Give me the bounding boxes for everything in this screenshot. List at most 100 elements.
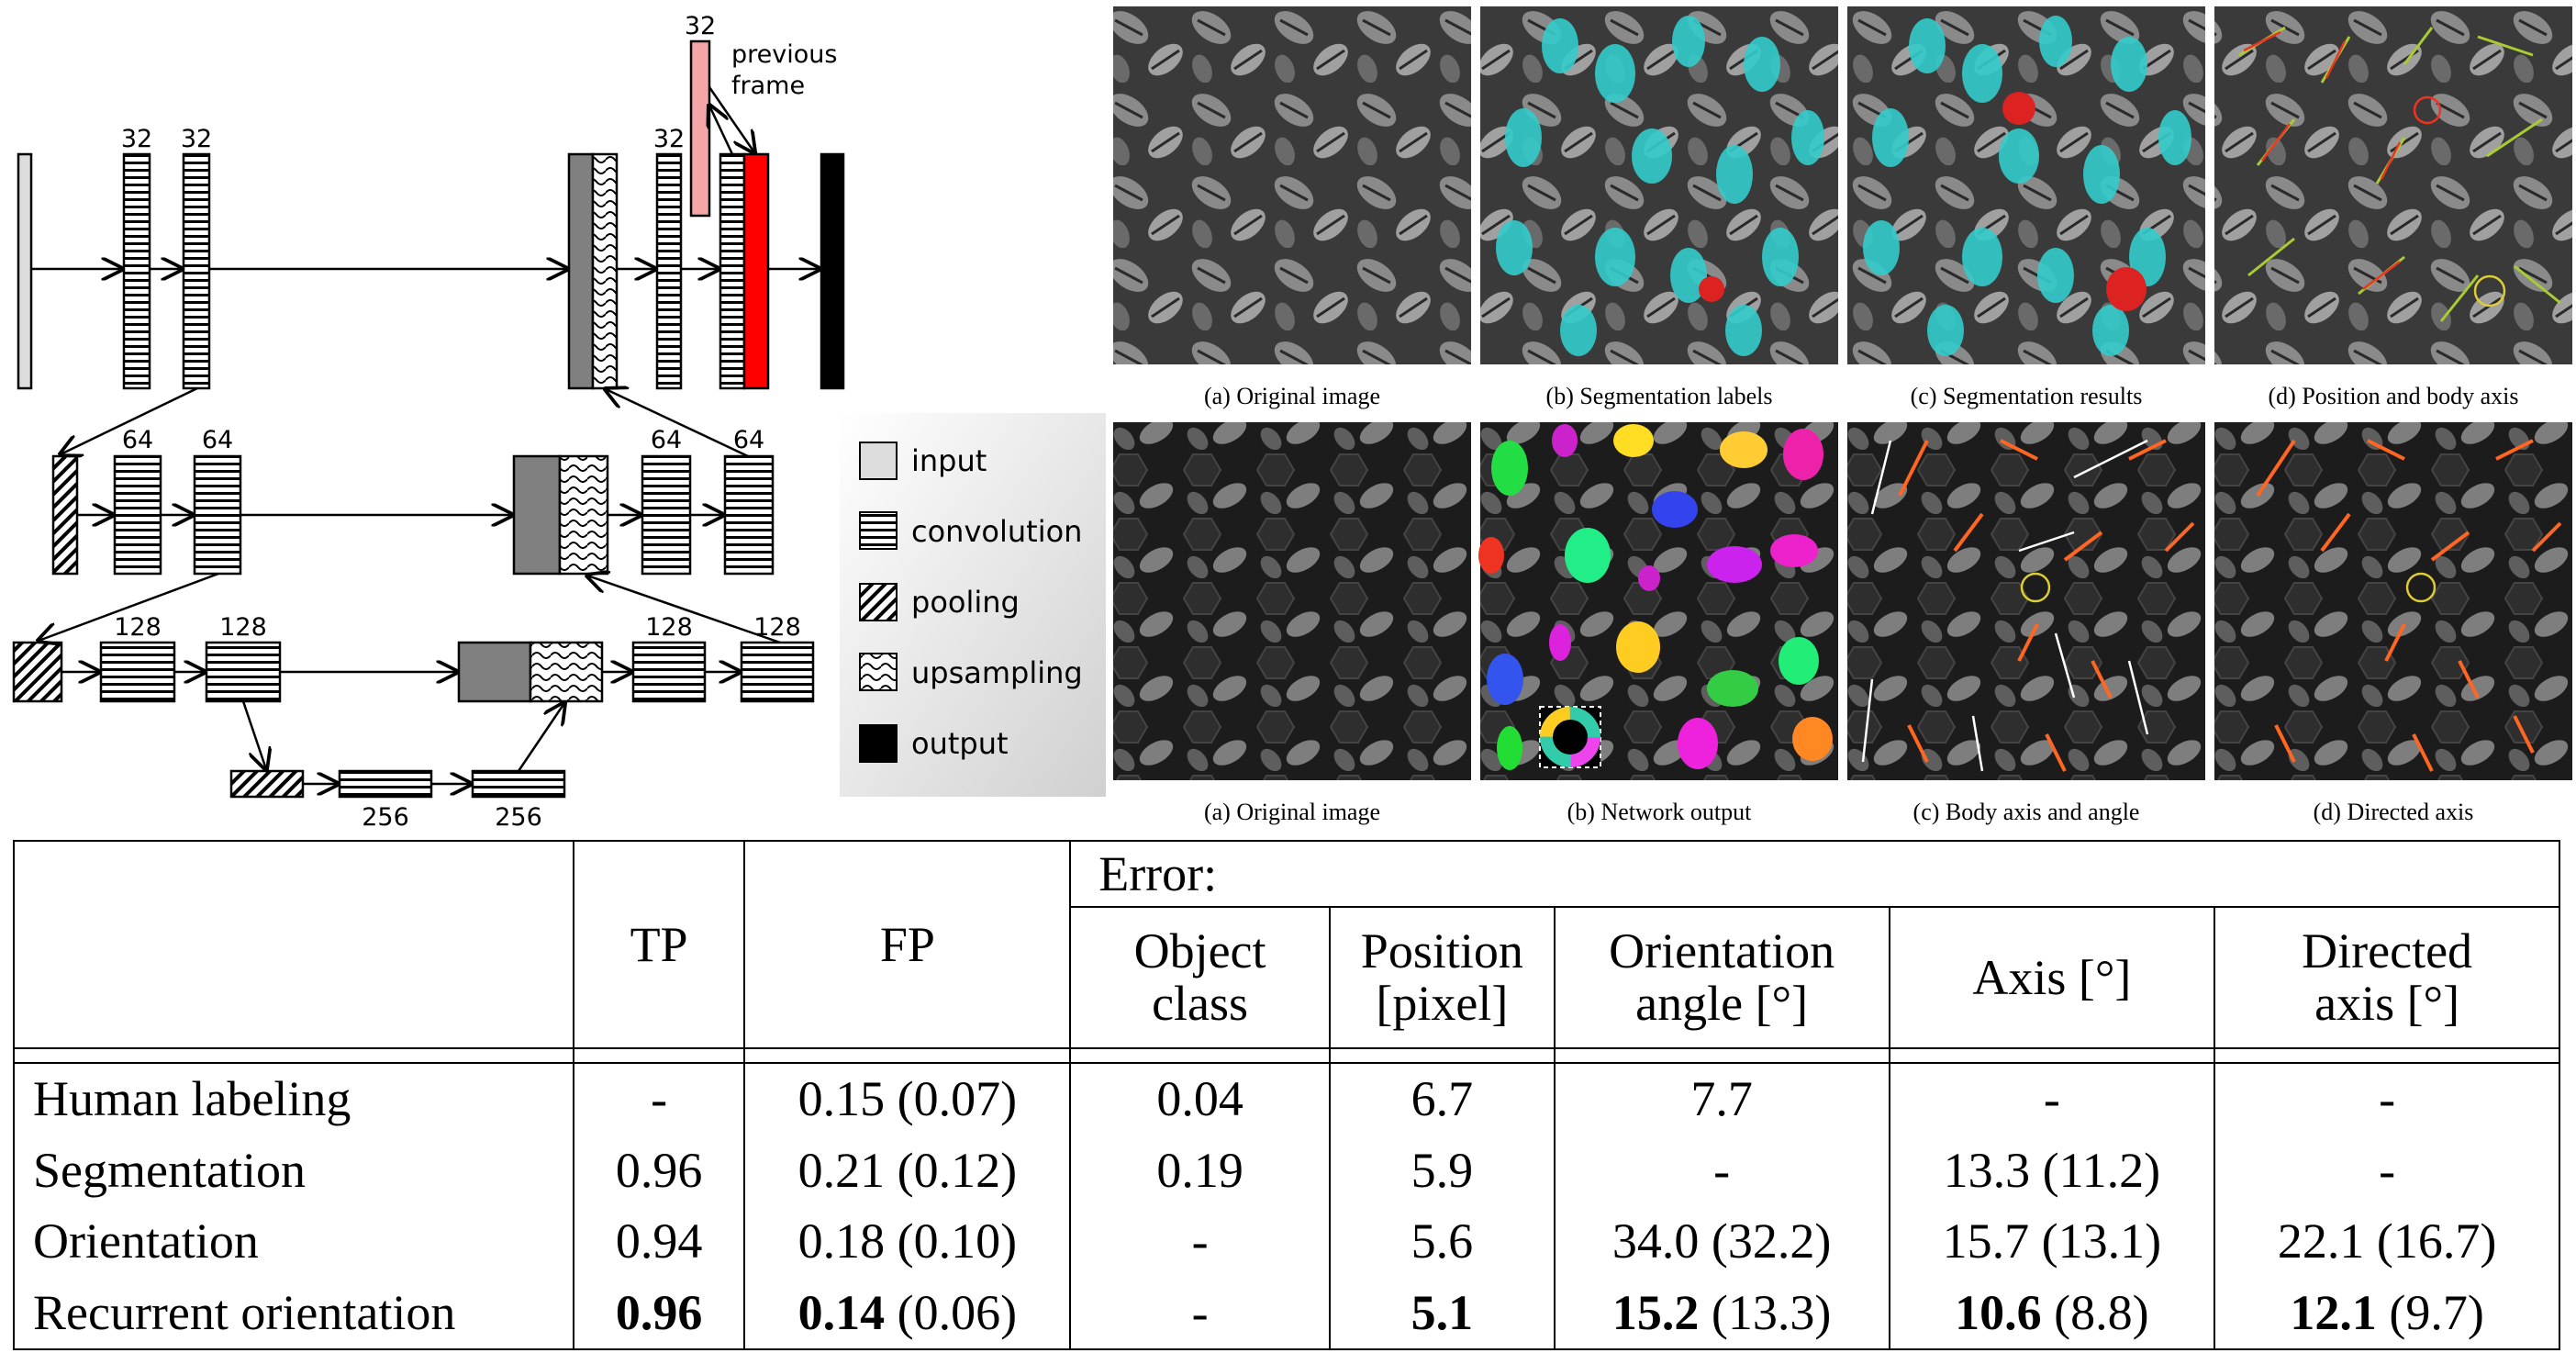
concat-block-l3 [457, 641, 532, 703]
recurrent-block [742, 152, 770, 390]
row1-panel-a-original-image [1113, 6, 1471, 364]
label-l1b: 32 [181, 125, 212, 153]
label-l3a: 128 [114, 613, 162, 642]
upsample-block-l1 [591, 152, 619, 390]
label-l4a: 256 [362, 803, 409, 831]
header-fp: FP [743, 840, 1072, 1048]
header-error: Error: [1069, 840, 2560, 908]
caption-row1-b: (b) Segmentation labels [1546, 383, 1773, 409]
cell-directed-axis: 12.1 (9.7) [2214, 1277, 2560, 1350]
legend-pooling: pooling [911, 585, 1020, 620]
conv-block-l4b [471, 769, 566, 799]
row2-panel-a-original-image [1113, 422, 1471, 780]
conv-block-l3b [205, 641, 282, 703]
row2-panel-d-directed-axis [2214, 422, 2572, 780]
header-object-class: Object class [1069, 907, 1331, 1048]
channel-labels: 32 32 32 32 64 64 64 64 128 128 128 128 … [114, 12, 801, 831]
legend: input convolution pooling upsampling out… [840, 413, 1106, 797]
table-header-row-1: TP FP Error: [13, 840, 2560, 1048]
caption-row2-d: (d) Directed axis [2314, 799, 2474, 825]
legend-convolution: convolution [911, 514, 1082, 549]
row-name: Human labeling [13, 1063, 574, 1135]
label-l4b: 256 [495, 803, 542, 831]
conv-block-l2c [641, 454, 692, 576]
header-directed-axis: Directed axis [°] [2214, 907, 2560, 1048]
cell-axis: 13.3 (11.2) [1888, 1135, 2216, 1206]
header-tp: TP [572, 840, 746, 1048]
header-axis: Axis [°] [1888, 907, 2216, 1048]
cell-orientation: 7.7 [1553, 1063, 1890, 1135]
connection-arrows [31, 86, 820, 784]
cell-tp: 0.94 [572, 1205, 746, 1278]
cell-axis: 15.7 (13.1) [1888, 1205, 2216, 1278]
conv-block-l4a [338, 769, 433, 799]
cell-orientation: 34.0 (32.2) [1553, 1205, 1890, 1278]
output-block [820, 152, 845, 390]
header-position: Position [pixel] [1328, 907, 1556, 1048]
label-l1c: 32 [653, 125, 685, 153]
caption-row2-b: (b) Network output [1567, 799, 1753, 825]
label-l1a: 32 [121, 125, 152, 153]
label-l2d: 64 [733, 426, 764, 454]
cell-object-class: - [1069, 1277, 1331, 1350]
cell-orientation: 15.2 (13.3) [1553, 1277, 1890, 1350]
cell-orientation: - [1553, 1135, 1890, 1206]
table-row: Orientation 0.94 0.18 (0.10) - 5.6 34.0 … [13, 1205, 2560, 1278]
conv-block-l1c [655, 152, 683, 390]
table-row: Segmentation 0.96 0.21 (0.12) 0.19 5.9 -… [13, 1135, 2560, 1206]
row1-panel-b-segmentation-labels [1480, 6, 1838, 364]
conv-block-l3a [99, 641, 176, 703]
upsample-block-l2 [558, 454, 609, 576]
cell-fp: 0.21 (0.12) [743, 1135, 1072, 1206]
cell-position: 5.9 [1328, 1135, 1556, 1206]
label-previous: previous [731, 40, 837, 69]
row2-panel-b-network-output [1478, 422, 1838, 780]
conv-block-l2b [193, 454, 242, 576]
cell-object-class: 0.19 [1069, 1135, 1331, 1206]
cell-directed-axis: - [2214, 1063, 2560, 1135]
header-orientation-angle: Orientation angle [°] [1553, 907, 1890, 1048]
cell-fp: 0.18 (0.10) [743, 1205, 1072, 1278]
cell-object-class: 0.04 [1069, 1063, 1331, 1135]
caption-row1-a: (a) Original image [1204, 383, 1380, 409]
header-empty [13, 840, 574, 1048]
table-header-row-2: Object class Position [pixel] Orientation a… [14, 907, 2560, 1048]
table-row: Human labeling - 0.15 (0.07) 0.04 6.7 7.… [13, 1063, 2560, 1135]
conv-block-l2d [723, 454, 775, 576]
cell-object-class: - [1069, 1205, 1331, 1278]
conv-block-l1d [719, 152, 746, 390]
row-name: Segmentation [13, 1135, 574, 1206]
caption-row2-c: (c) Body axis and angle [1913, 799, 2140, 825]
cell-directed-axis: 22.1 (16.7) [2214, 1205, 2560, 1278]
label-l3d: 128 [753, 613, 801, 642]
cell-position: 5.6 [1328, 1205, 1556, 1278]
conv-block-l3d [740, 641, 815, 703]
concat-block-l2 [512, 454, 562, 576]
concat-block-l1 [567, 152, 595, 390]
cell-tp: 0.96 [572, 1135, 746, 1206]
label-l3b: 128 [219, 613, 267, 642]
input-block [17, 152, 33, 390]
legend-output: output [911, 726, 1009, 761]
label-l3c: 128 [645, 613, 693, 642]
upsample-block-l3 [529, 641, 604, 703]
caption-row1-c: (c) Segmentation results [1911, 383, 2143, 409]
conv-block-l3c [631, 641, 707, 703]
pool-block-l2 [51, 454, 79, 576]
table-row: Recurrent orientation 0.96 0.14 (0.06) -… [13, 1277, 2560, 1350]
row2-panel-c-body-axis-and-angle [1847, 422, 2205, 780]
previous-frame-block [689, 39, 711, 218]
label-frame: frame [731, 72, 805, 100]
legend-input: input [911, 443, 987, 478]
label-previous-count: 32 [685, 12, 716, 40]
row-name: Orientation [13, 1205, 574, 1278]
row-name: Recurrent orientation [13, 1277, 574, 1350]
cell-tp: 0.96 [572, 1277, 746, 1350]
pool-block-l3 [12, 641, 63, 703]
cell-position: 5.1 [1328, 1277, 1556, 1350]
legend-upsampling: upsampling [911, 655, 1083, 690]
pool-block-l4 [229, 769, 305, 799]
table-separator [13, 1047, 2560, 1064]
cell-axis: - [1888, 1063, 2216, 1135]
cell-axis: 10.6 (8.8) [1888, 1277, 2216, 1350]
